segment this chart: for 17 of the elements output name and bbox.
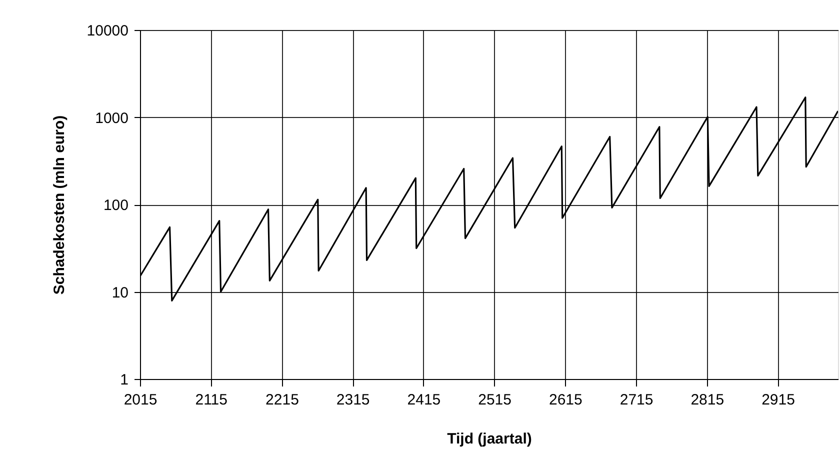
y-tick-label: 1 (120, 372, 128, 388)
x-tick-label: 2215 (266, 392, 299, 408)
y-axis-title: Schadekosten (mln euro) (50, 115, 68, 295)
y-tick-label: 1000 (95, 110, 128, 127)
x-axis-title: Tijd (jaartal) (447, 430, 532, 448)
x-tick-label: 2415 (407, 392, 441, 408)
x-tick-label: 2515 (478, 392, 512, 408)
x-tick-label: 2615 (548, 392, 582, 408)
x-tick-label: 2315 (336, 392, 370, 408)
x-tick-label: 2715 (620, 392, 654, 408)
x-tick-label: 2115 (195, 392, 228, 408)
x-tick-label: 2915 (762, 392, 795, 408)
y-tick-label: 10 (112, 284, 128, 302)
x-tick-label: 2815 (690, 392, 724, 408)
x-tick-label: 2015 (124, 392, 158, 408)
y-tick-label: 10000 (86, 22, 128, 40)
y-tick-label: 100 (103, 197, 128, 214)
